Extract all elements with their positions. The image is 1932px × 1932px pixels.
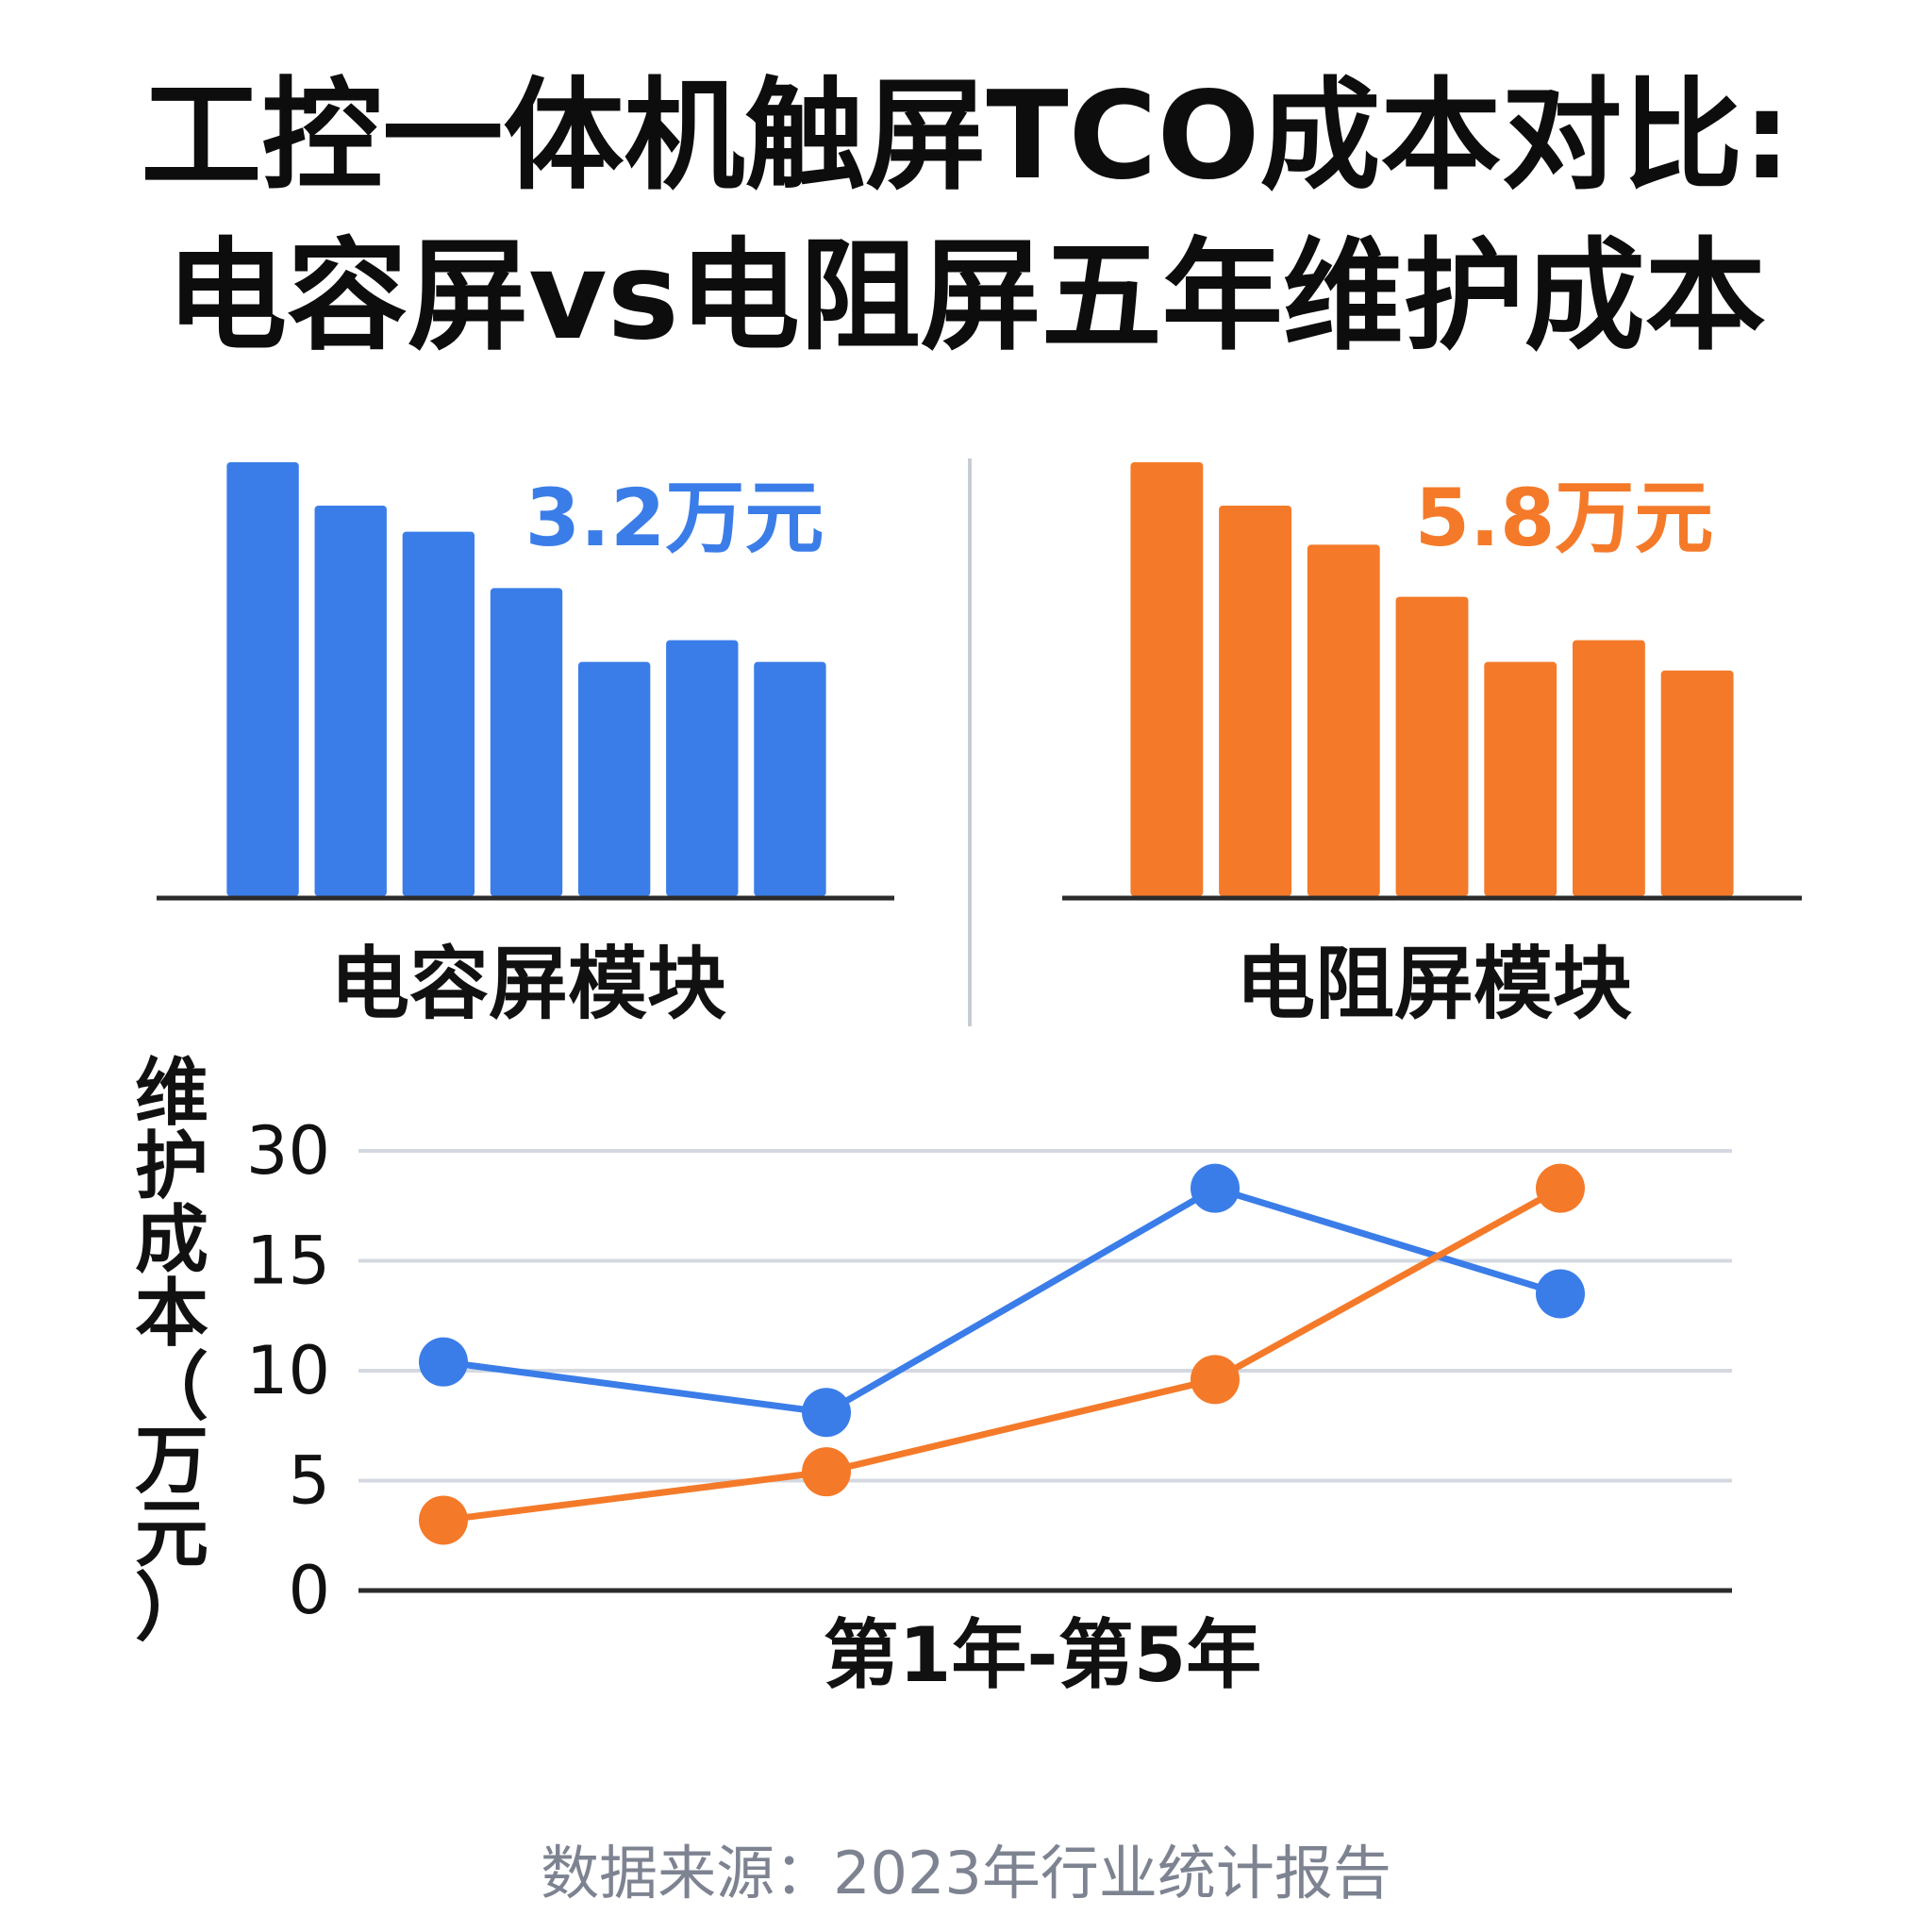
resistive-bar-5: [1484, 661, 1557, 896]
bars-capacitive: [226, 462, 826, 896]
capacitive-bar-4: [490, 588, 563, 896]
series-2-point-4: [1536, 1163, 1585, 1213]
ytick-label: 5: [288, 1442, 330, 1520]
line-chart-series: [419, 1163, 1585, 1545]
line-chart-yticks: 30 15 10 5 0: [246, 1112, 330, 1629]
bar-panel-resistive: 5.8万元 电阻屏模块: [1062, 462, 1802, 1030]
resistive-bar-2: [1219, 506, 1291, 896]
capacitive-bar-6: [666, 640, 739, 896]
series-line-2: [440, 1185, 1564, 1524]
annotation-capacitive: 3.2万元: [525, 472, 824, 564]
resistive-bar-6: [1573, 640, 1645, 896]
series-line-1: [440, 1185, 1564, 1416]
ytick-label: 30: [246, 1112, 330, 1190]
capacitive-bar-3: [402, 531, 475, 896]
series-1-point-4: [1536, 1269, 1585, 1319]
line-chart-xlabel: 第1年-第5年: [824, 1611, 1262, 1699]
resistive-bar-3: [1307, 544, 1380, 896]
chart-title-line-1: 工控一体机触屏TCO成本对比:: [141, 66, 1791, 207]
resistive-bar-4: [1395, 596, 1469, 896]
series-2-point-1: [419, 1495, 468, 1545]
capacitive-bar-7: [754, 661, 826, 896]
series-1-point-2: [802, 1388, 851, 1438]
resistive-bar-7: [1660, 670, 1734, 896]
annotation-resistive: 5.8万元: [1415, 472, 1714, 564]
capacitive-bar-2: [314, 506, 387, 896]
xlabel-capacitive: 电容屏模块: [330, 938, 726, 1030]
resistive-bar-1: [1130, 462, 1204, 896]
ytick-label: 10: [246, 1332, 330, 1409]
line-chart: 30 15 10 5 0 维护成本（万元） 第1年-第5年: [135, 1051, 1732, 1699]
capacitive-bar-1: [226, 462, 299, 896]
series-2-point-3: [1191, 1355, 1240, 1405]
xlabel-resistive: 电阻屏模块: [1236, 938, 1632, 1030]
ytick-label: 0: [288, 1552, 330, 1629]
capacitive-bar-5: [577, 661, 651, 896]
source-note: 数据来源：2023年行业统计报告: [541, 1839, 1391, 1907]
series-1-point-1: [419, 1337, 468, 1387]
series-1-point-3: [1191, 1163, 1240, 1213]
line-chart-grid: [358, 1149, 1732, 1593]
bar-panel-capacitive: 3.2万元 电容屏模块: [157, 462, 894, 1030]
line-chart-ylabel: 维护成本（万元）: [135, 1051, 208, 1651]
series-2-point-2: [802, 1447, 851, 1497]
ytick-label: 15: [246, 1223, 330, 1300]
chart-title-line-2: 电容屏vs电阻屏五年维护成本: [166, 226, 1766, 367]
bars-resistive: [1130, 462, 1734, 896]
